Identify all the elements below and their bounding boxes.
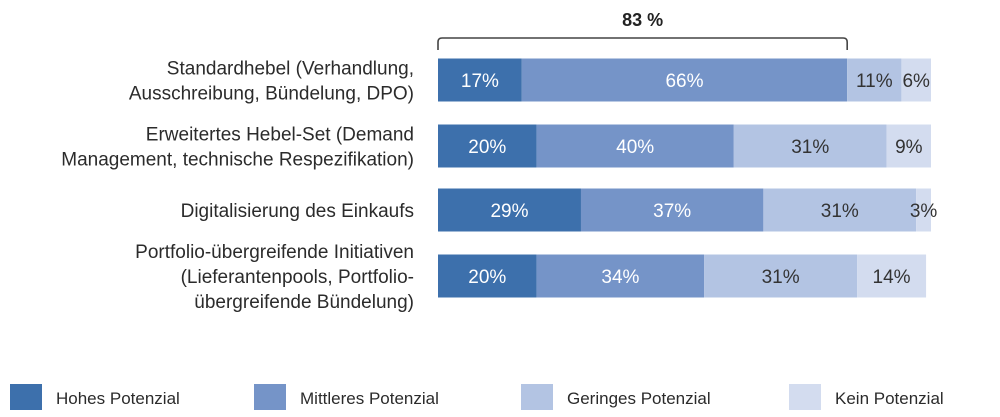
bar-segment: [901, 58, 931, 102]
data-label: 40%: [616, 137, 654, 158]
category-label: Ausschreibung, Bündelung, DPO): [129, 84, 414, 105]
bracket-line: [437, 37, 848, 50]
bar-segment: [438, 58, 522, 102]
bar-segment: [847, 58, 902, 102]
category-label: (Lieferantenpools, Portfolio-: [181, 267, 414, 288]
data-label: 9%: [895, 137, 923, 158]
data-label: 31%: [821, 201, 859, 222]
data-label: 17%: [461, 71, 499, 92]
bar-segment: [438, 124, 537, 168]
data-label: 29%: [490, 201, 528, 222]
data-label: 31%: [791, 137, 829, 158]
legend-swatch: [254, 384, 286, 410]
bar-segment: [438, 254, 537, 298]
bar-segment: [733, 124, 887, 168]
data-label: 34%: [601, 267, 639, 288]
bar-segment: [580, 188, 764, 232]
bar-segment: [857, 254, 927, 298]
category-label: Portfolio-übergreifende Initiativen: [135, 242, 414, 263]
legend-swatch: [789, 384, 821, 410]
data-label: 6%: [902, 71, 930, 92]
data-label: 20%: [468, 137, 506, 158]
bar-segment: [536, 124, 734, 168]
bar-segment: [763, 188, 917, 232]
category-label: Standardhebel (Verhandlung,: [167, 59, 414, 80]
legend-label: Hohes Potenzial: [56, 389, 180, 408]
bar-segment: [916, 188, 931, 232]
data-label: 37%: [653, 201, 691, 222]
data-label: 20%: [468, 267, 506, 288]
bar-segment: [704, 254, 858, 298]
data-label: 14%: [873, 267, 911, 288]
legend-label: Geringes Potenzial: [567, 389, 711, 408]
legend-swatch: [10, 384, 42, 410]
category-label: Management, technische Respezifikation): [61, 150, 414, 171]
data-label: 11%: [856, 71, 893, 92]
category-label: übergreifende Bündelung): [194, 292, 414, 313]
data-label: 66%: [665, 71, 703, 92]
bracket-label: 83 %: [622, 10, 663, 30]
legend-label: Mittleres Potenzial: [300, 389, 439, 408]
category-labels: Standardhebel (Verhandlung, Ausschreibung…: [61, 59, 414, 314]
data-label: 31%: [762, 267, 800, 288]
category-label: Digitalisierung des Einkaufs: [181, 201, 414, 222]
legend-swatch: [521, 384, 553, 410]
annotation-bracket: 83 %: [437, 10, 848, 50]
bar-segment: [886, 124, 931, 168]
bar-segment: [521, 58, 848, 102]
category-label: Erweitertes Hebel-Set (Demand: [146, 125, 414, 146]
legend-label: Kein Potenzial: [835, 389, 944, 408]
bars: 17% 66% 11% 6% 20% 40% 31% 9% 29% 37% 31% 3% 20% 34% 3…: [438, 58, 938, 298]
bar-segment: [438, 188, 581, 232]
legend: Hohes Potenzial Mittleres Potenzial Gering…: [10, 384, 944, 410]
bar-segment: [536, 254, 705, 298]
data-label: 3%: [910, 201, 938, 222]
